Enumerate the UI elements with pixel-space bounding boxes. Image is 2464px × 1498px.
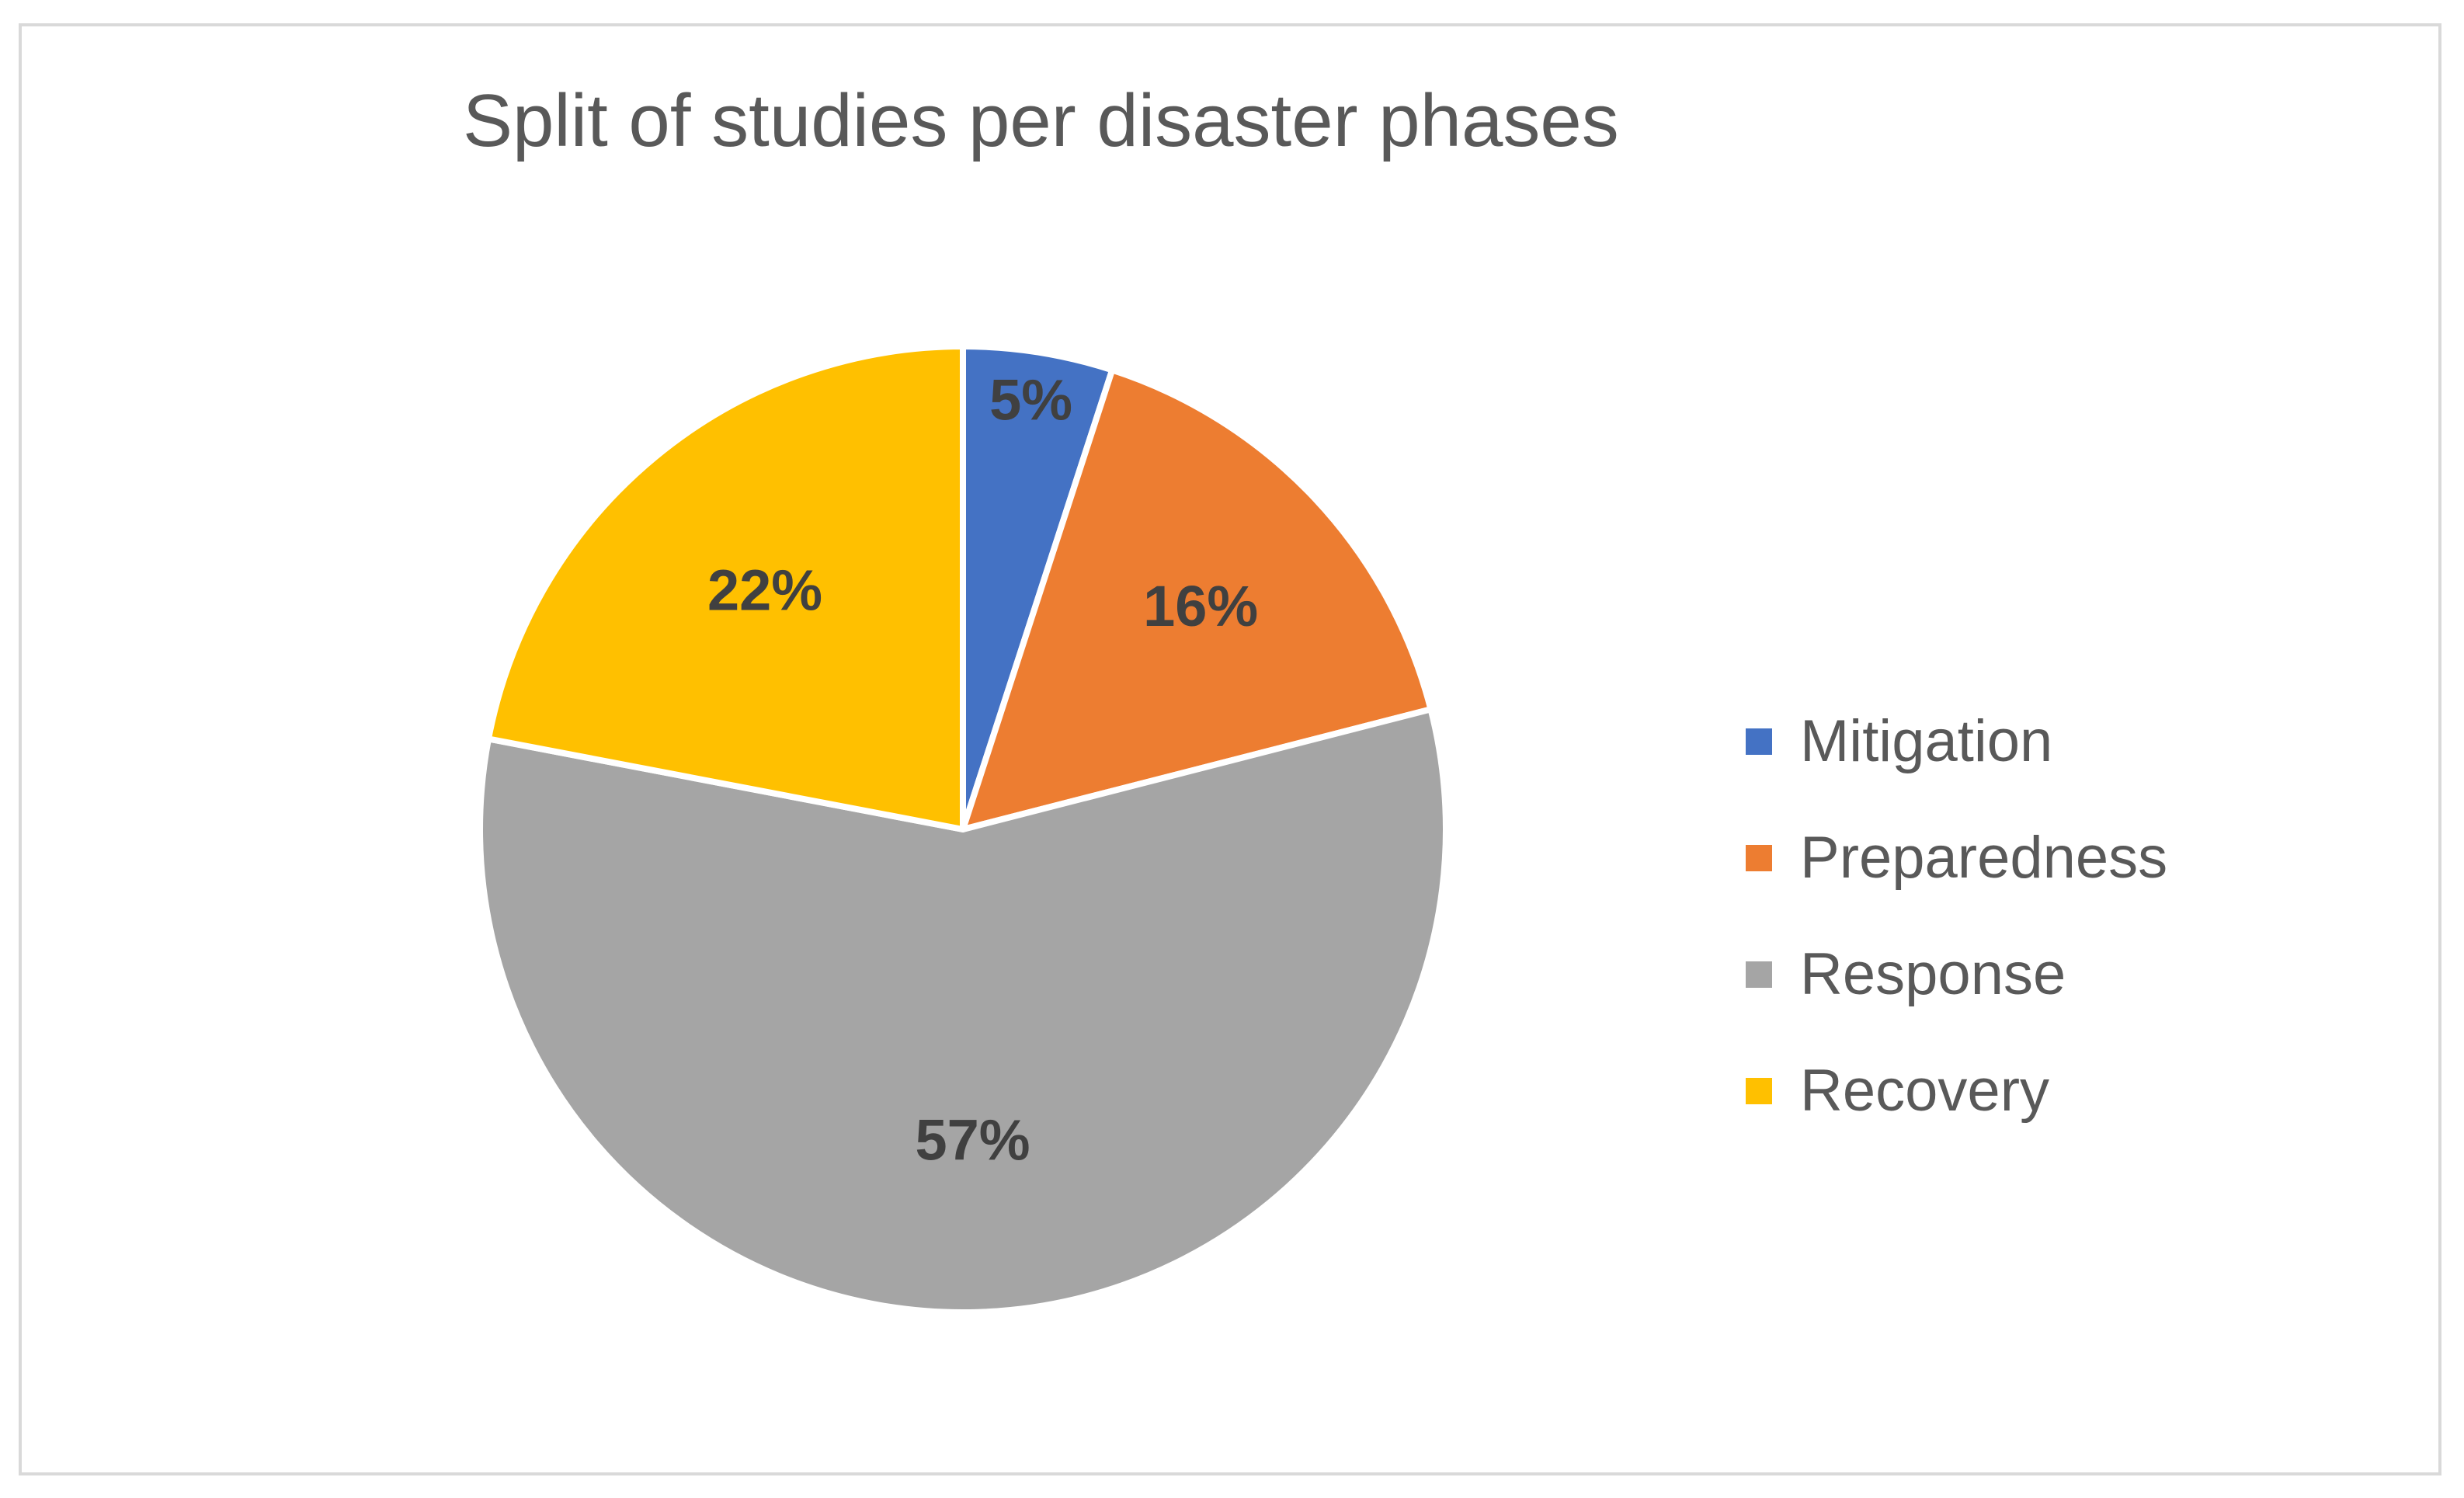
legend-item-preparedness: Preparedness — [1746, 800, 2167, 916]
legend-label-preparedness: Preparedness — [1800, 825, 2168, 891]
legend-item-response: Response — [1746, 916, 2167, 1033]
pie-slice-recovery — [485, 343, 966, 832]
pie-slice-preparedness — [960, 367, 1434, 832]
legend-label-mitigation: Mitigation — [1800, 708, 2053, 774]
data-label-recovery: 22% — [707, 558, 822, 622]
legend-swatch-response — [1746, 961, 1772, 988]
legend: Mitigation Preparedness Response Recover… — [1746, 683, 2167, 1149]
pie-slice-response — [477, 706, 1449, 1316]
chart-title: Split of studies per disaster phases — [463, 79, 1619, 162]
legend-swatch-preparedness — [1746, 845, 1772, 871]
legend-swatch-mitigation — [1746, 728, 1772, 755]
data-label-mitigation: 5% — [989, 367, 1072, 432]
legend-swatch-recovery — [1746, 1078, 1772, 1104]
legend-label-response: Response — [1800, 941, 2066, 1007]
legend-label-recovery: Recovery — [1800, 1058, 2049, 1124]
data-label-response: 57% — [916, 1107, 1030, 1172]
data-label-preparedness: 16% — [1143, 574, 1258, 638]
legend-item-mitigation: Mitigation — [1746, 683, 2167, 800]
legend-item-recovery: Recovery — [1746, 1033, 2167, 1149]
